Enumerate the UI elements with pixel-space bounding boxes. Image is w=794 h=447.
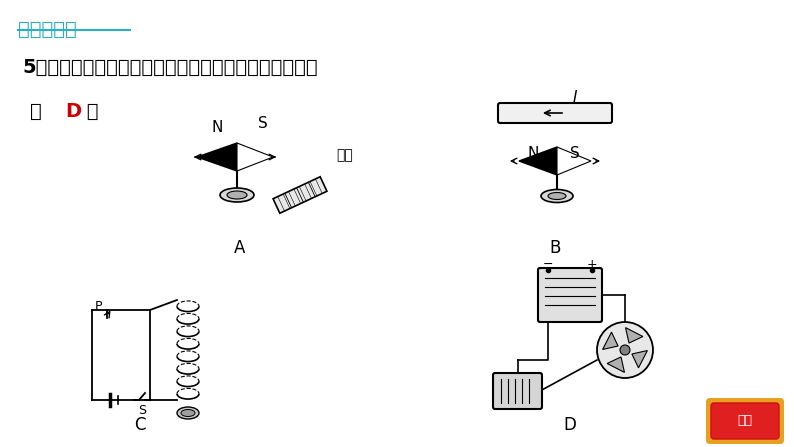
Text: ）: ） bbox=[80, 102, 98, 121]
Text: I: I bbox=[572, 89, 577, 105]
Text: S: S bbox=[138, 404, 146, 417]
Text: −: − bbox=[543, 257, 553, 270]
Polygon shape bbox=[237, 143, 273, 171]
FancyBboxPatch shape bbox=[711, 403, 779, 439]
Text: 返回: 返回 bbox=[738, 414, 753, 427]
Text: P: P bbox=[95, 299, 102, 312]
Text: B: B bbox=[549, 239, 561, 257]
Text: S: S bbox=[258, 115, 268, 131]
Text: 基础巩固练: 基础巩固练 bbox=[18, 20, 77, 39]
Text: N: N bbox=[211, 119, 222, 135]
Ellipse shape bbox=[548, 193, 566, 199]
Ellipse shape bbox=[227, 191, 247, 199]
Ellipse shape bbox=[541, 190, 573, 202]
Circle shape bbox=[597, 322, 653, 378]
Text: D: D bbox=[564, 416, 576, 434]
Text: N: N bbox=[527, 146, 538, 160]
Text: （: （ bbox=[30, 102, 48, 121]
Polygon shape bbox=[603, 332, 618, 350]
Polygon shape bbox=[632, 350, 647, 368]
Ellipse shape bbox=[220, 188, 254, 202]
Text: S: S bbox=[570, 146, 580, 160]
Text: D: D bbox=[65, 102, 81, 121]
Text: +: + bbox=[587, 257, 597, 270]
FancyBboxPatch shape bbox=[538, 268, 602, 322]
Text: C: C bbox=[134, 416, 146, 434]
FancyBboxPatch shape bbox=[498, 103, 612, 123]
FancyBboxPatch shape bbox=[706, 398, 784, 444]
Polygon shape bbox=[519, 147, 557, 175]
Ellipse shape bbox=[177, 407, 199, 419]
Text: 5．如图所示的实验装置中，能说明电动机工作原理的是: 5．如图所示的实验装置中，能说明电动机工作原理的是 bbox=[22, 58, 318, 77]
Text: 磁铁: 磁铁 bbox=[337, 148, 353, 162]
Circle shape bbox=[620, 345, 630, 355]
Polygon shape bbox=[273, 177, 327, 213]
Polygon shape bbox=[557, 147, 591, 175]
Text: A: A bbox=[234, 239, 245, 257]
Ellipse shape bbox=[181, 409, 195, 417]
Polygon shape bbox=[607, 357, 624, 372]
FancyBboxPatch shape bbox=[493, 373, 542, 409]
Polygon shape bbox=[197, 143, 237, 171]
Polygon shape bbox=[626, 328, 643, 343]
